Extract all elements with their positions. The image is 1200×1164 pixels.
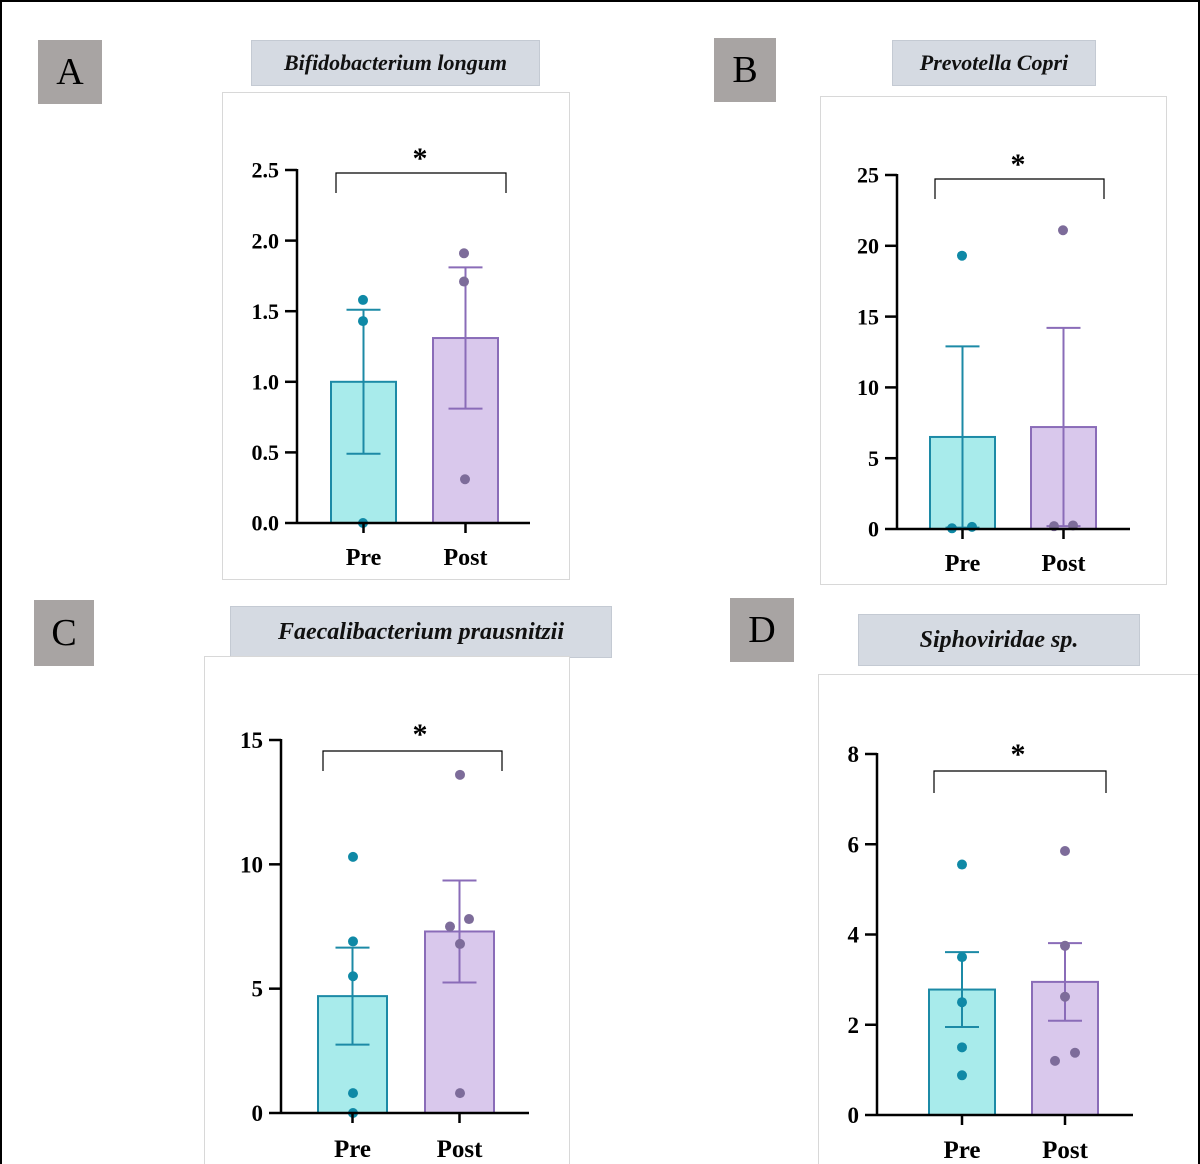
y-tick-label: 10 xyxy=(857,375,879,400)
data-point-post xyxy=(464,914,474,925)
y-tick-label: 0 xyxy=(252,1101,264,1126)
panel-d-plot-frame xyxy=(818,674,1198,1164)
data-point-pre xyxy=(348,971,358,982)
panel-b-chart: 0 5 10 15 20 25 Pre Post * xyxy=(857,148,1130,577)
data-point-post xyxy=(455,1088,465,1099)
panel-c-title: Faecalibacterium prausnitzii xyxy=(230,606,612,658)
data-point-pre xyxy=(348,936,358,947)
data-point-pre xyxy=(957,1070,967,1081)
panel-b-title: Prevotella Copri xyxy=(892,40,1096,86)
x-tick-label-pre: Pre xyxy=(346,545,382,571)
data-point-pre xyxy=(348,1088,358,1099)
panel-c-chart: 0 5 10 15 Pre Post * xyxy=(240,718,529,1163)
data-point-pre xyxy=(957,997,967,1008)
data-point-pre xyxy=(967,521,977,532)
y-tick-label: 0 xyxy=(868,517,879,542)
y-tick-label: 0.5 xyxy=(252,440,280,465)
data-point-post xyxy=(1050,1055,1060,1066)
data-point-post xyxy=(460,474,470,485)
data-point-post xyxy=(1058,225,1068,236)
x-tick-label-pre: Pre xyxy=(943,1137,980,1164)
y-tick-label: 5 xyxy=(868,446,879,471)
data-point-pre xyxy=(957,250,967,261)
data-point-post xyxy=(459,276,469,287)
data-point-pre xyxy=(348,851,358,862)
x-tick-label-pre: Pre xyxy=(945,551,981,577)
y-tick-label: 8 xyxy=(848,742,860,767)
significance-bracket xyxy=(335,172,507,193)
x-tick-label-pre: Pre xyxy=(334,1136,371,1163)
y-tick-label: 4 xyxy=(848,923,860,948)
y-tick-label: 5 xyxy=(252,977,264,1002)
panel-label-a: A xyxy=(38,40,102,104)
x-tick-label-post: Post xyxy=(437,1136,484,1163)
panel-a-chart: 0.0 0.5 1.0 1.5 2.0 2.5 Pre Post * xyxy=(252,142,530,571)
panel-label-b: B xyxy=(714,38,776,102)
data-point-post xyxy=(455,769,465,780)
data-point-pre xyxy=(957,859,967,870)
y-tick-label: 1.5 xyxy=(252,299,280,324)
y-tick-label: 0.0 xyxy=(252,511,280,536)
panel-label-d: D xyxy=(730,598,794,662)
y-tick-label: 2.0 xyxy=(252,228,280,253)
x-tick-label-post: Post xyxy=(1042,551,1086,577)
panel-label-c: C xyxy=(34,600,94,666)
data-point-post xyxy=(459,248,469,259)
significance-bracket xyxy=(934,178,1105,199)
y-tick-label: 20 xyxy=(857,234,879,259)
data-point-post xyxy=(1060,846,1070,857)
y-tick-label: 10 xyxy=(240,852,263,877)
data-point-pre xyxy=(957,1042,967,1053)
y-tick-label: 15 xyxy=(240,728,263,753)
panel-d-title: Siphoviridae sp. xyxy=(858,614,1140,666)
data-point-post xyxy=(1070,1047,1080,1058)
significance-bracket xyxy=(933,770,1107,793)
y-tick-label: 15 xyxy=(857,304,879,329)
data-point-post xyxy=(1060,940,1070,951)
significance-annotation: * xyxy=(413,718,428,751)
panel-a-title: Bifidobacterium longum xyxy=(251,40,540,86)
data-point-post xyxy=(455,938,465,949)
significance-annotation: * xyxy=(413,142,428,175)
data-point-post xyxy=(1060,991,1070,1002)
x-tick-label-post: Post xyxy=(444,545,488,571)
data-point-pre xyxy=(358,316,368,327)
panel-d-chart: 0 2 4 6 8 Pre Post * xyxy=(848,738,1133,1164)
data-point-pre xyxy=(957,952,967,963)
y-tick-label: 6 xyxy=(848,832,860,857)
significance-annotation: * xyxy=(1011,738,1026,771)
y-tick-label: 0 xyxy=(848,1103,860,1128)
data-point-pre xyxy=(358,294,368,305)
significance-bracket xyxy=(322,750,503,771)
y-tick-label: 25 xyxy=(857,163,879,188)
significance-annotation: * xyxy=(1011,148,1026,181)
data-point-post xyxy=(445,921,455,932)
y-tick-label: 2 xyxy=(848,1013,860,1038)
y-tick-label: 2.5 xyxy=(252,158,280,183)
x-tick-label-post: Post xyxy=(1042,1137,1089,1164)
y-tick-label: 1.0 xyxy=(252,370,280,395)
